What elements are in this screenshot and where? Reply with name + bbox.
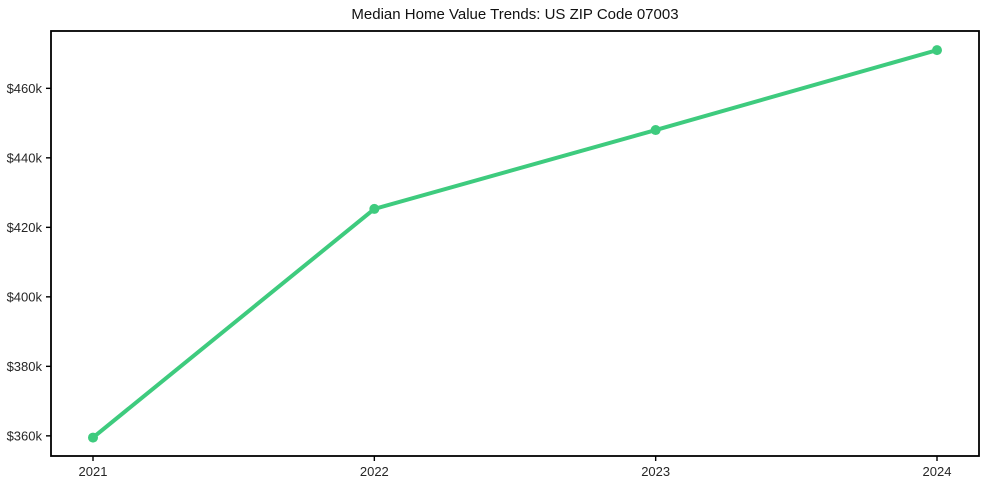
y-axis-tick-label: $360k [7, 428, 43, 443]
data-point [369, 203, 380, 214]
x-axis-tick-label: 2023 [641, 464, 670, 479]
data-point [88, 432, 98, 443]
x-axis-tick-label: 2021 [79, 464, 108, 479]
y-axis-tick-label: $440k [7, 150, 43, 165]
plot-frame [50, 30, 980, 457]
data-point [932, 45, 942, 56]
y-axis-tick-label: $380k [7, 359, 43, 374]
chart-title: Median Home Value Trends: US ZIP Code 07… [351, 6, 679, 23]
line-series [91, 48, 939, 440]
x-axis-tick-label: 2024 [923, 464, 952, 479]
y-axis-tick-label: $400k [7, 289, 43, 304]
y-axis-tick-label: $420k [7, 220, 43, 235]
x-axis-tick-label: 2022 [360, 464, 389, 479]
data-point [650, 125, 661, 136]
y-axis-tick-label: $460k [7, 81, 43, 96]
